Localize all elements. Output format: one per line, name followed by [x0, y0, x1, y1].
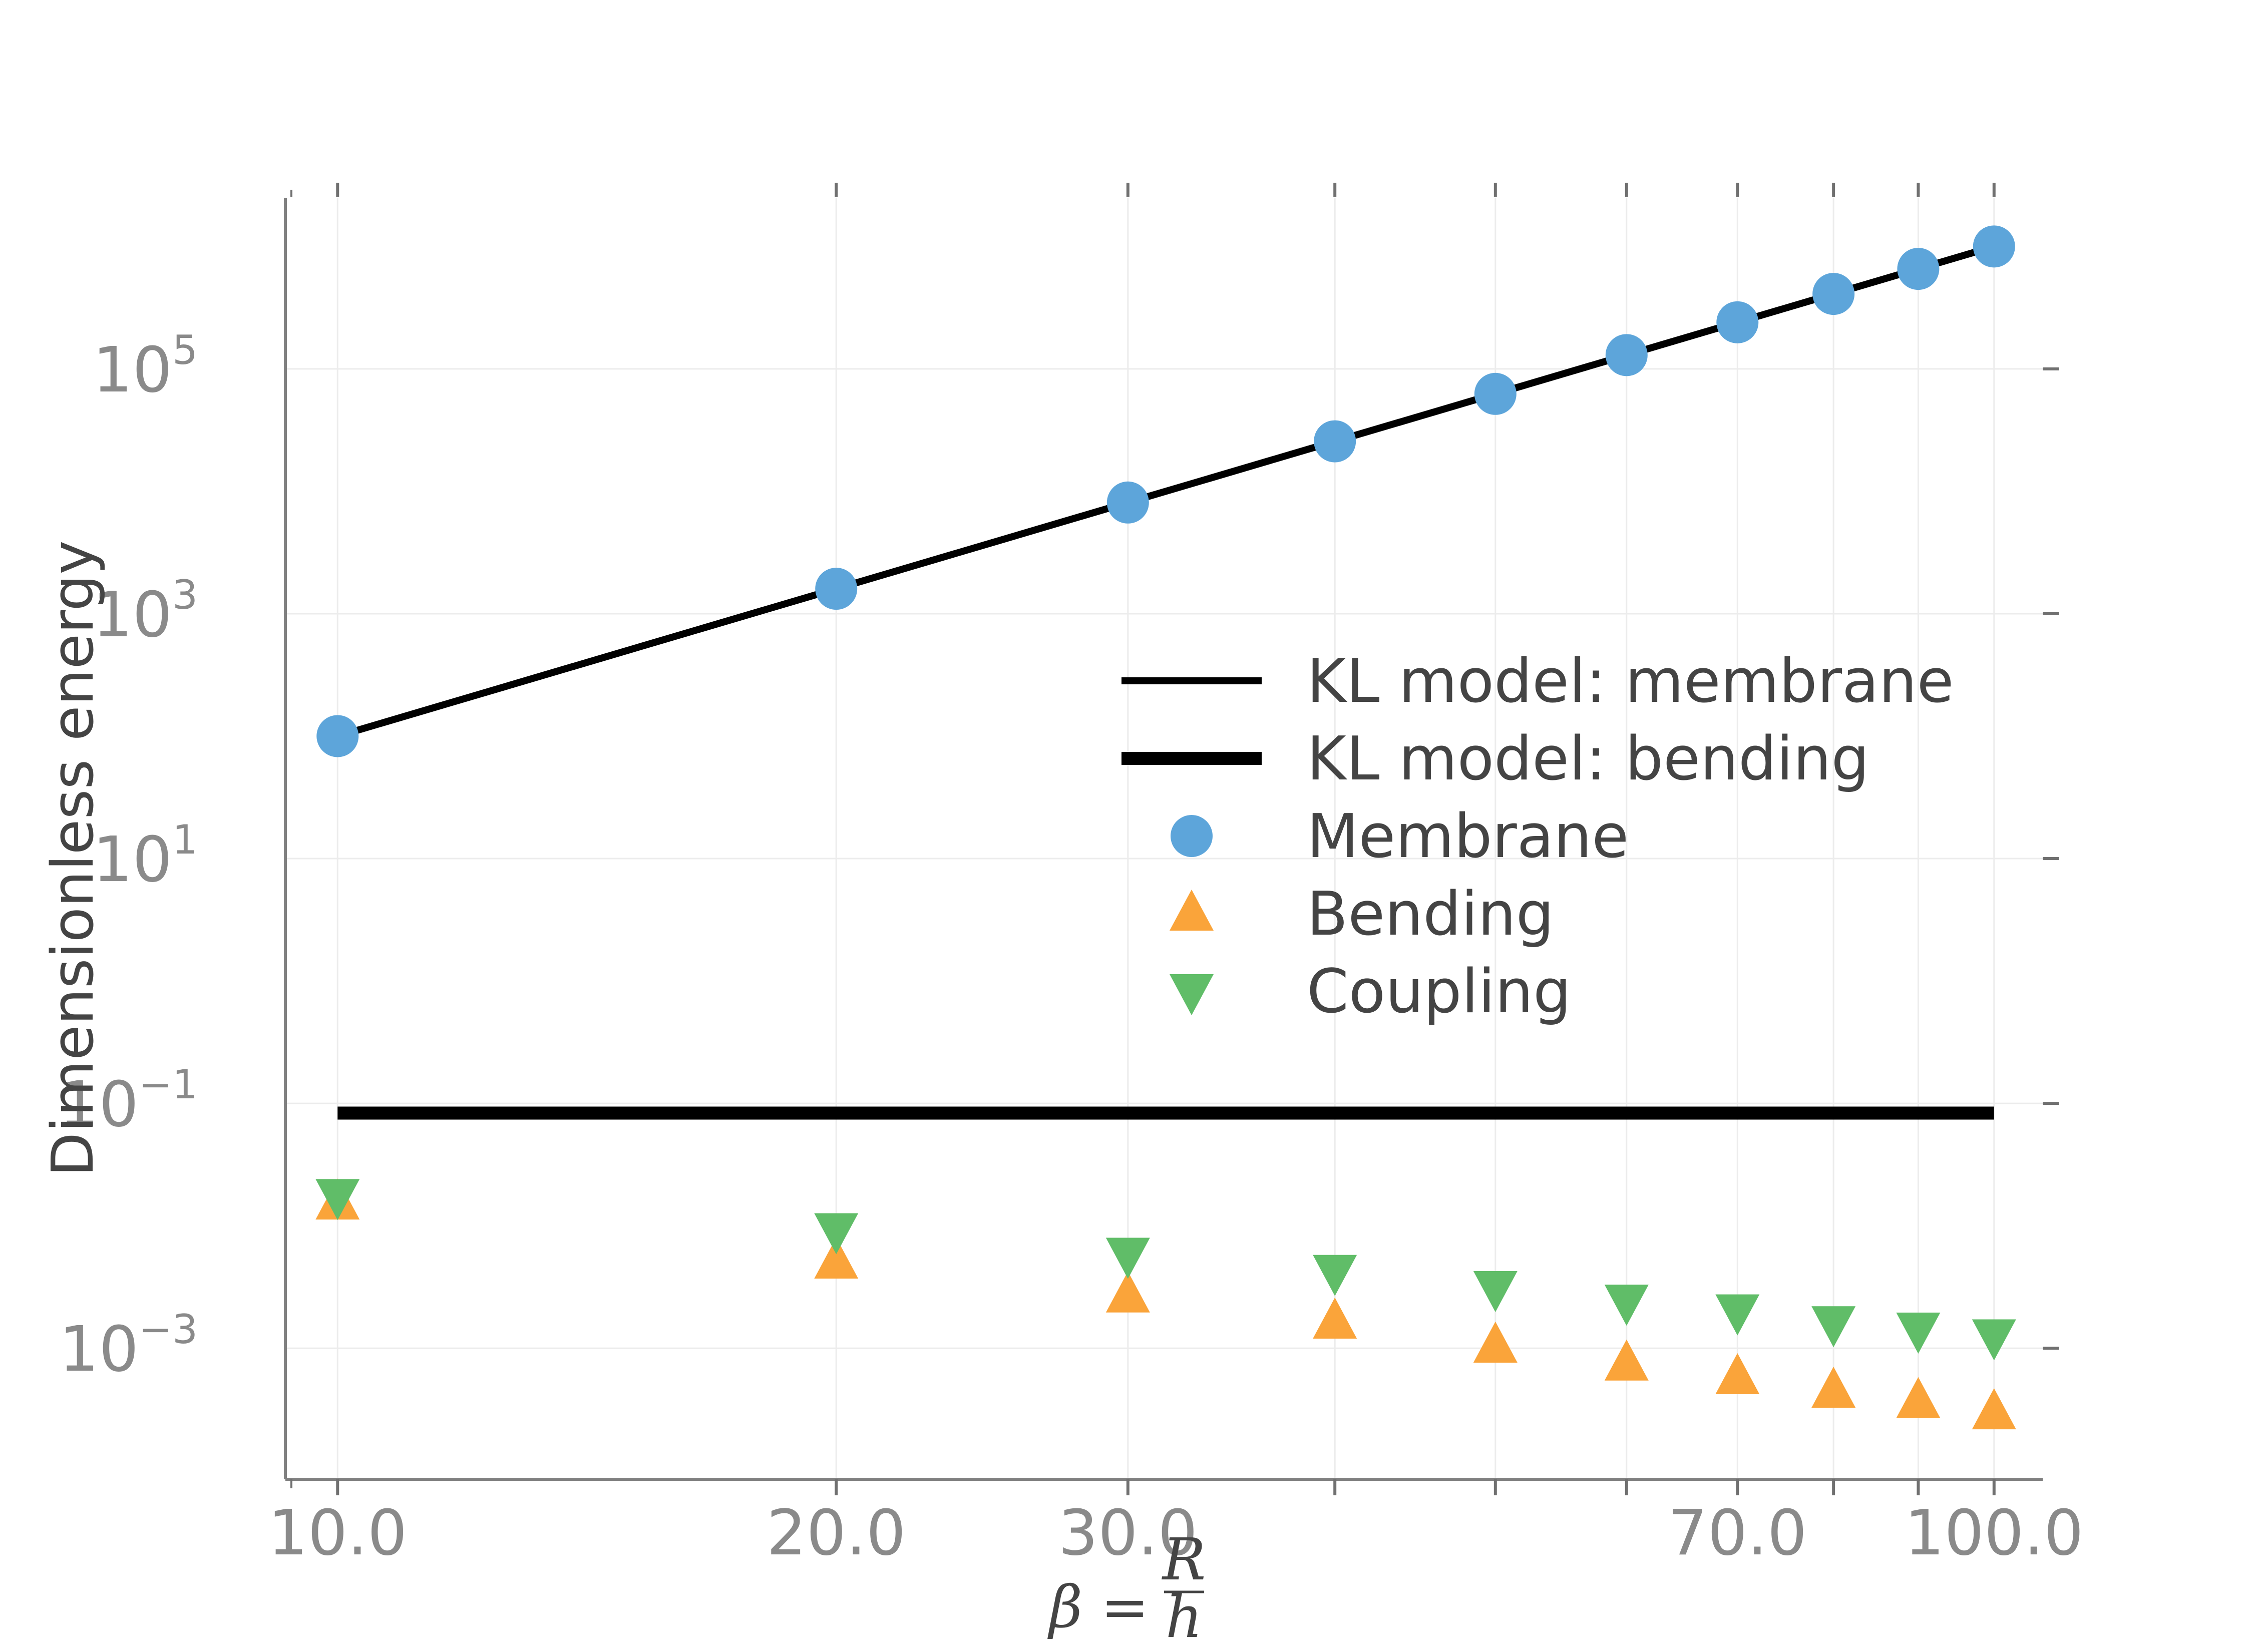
data-point [316, 715, 359, 757]
data-point [1972, 1319, 2016, 1361]
legend-marker [1170, 890, 1214, 931]
data-point [1811, 1306, 1856, 1348]
legend-label: KL model: bending [1307, 724, 1869, 794]
x-axis-label-prefix: β = [1047, 1574, 1149, 1641]
x-axis-label: β = Rh [1047, 1526, 1206, 1651]
data-point [1896, 1377, 1941, 1418]
data-point [1313, 1255, 1357, 1296]
data-point [1972, 1388, 2016, 1430]
data-point [1474, 372, 1517, 415]
data-point [1604, 1339, 1649, 1381]
y-tick-label: 101 [93, 816, 198, 896]
legend-label: Coupling [1307, 957, 1571, 1027]
data-point [814, 1237, 859, 1279]
x-axis-label-denominator: h [1166, 1584, 1203, 1651]
legend-entry: Coupling [1170, 957, 1571, 1027]
data-point [1896, 1312, 1941, 1354]
data-point [1811, 1367, 1856, 1408]
axes [284, 198, 2043, 1481]
series-line [336, 243, 1995, 740]
series-layer [315, 225, 2016, 1430]
data-point [1715, 1294, 1760, 1336]
data-point [315, 1179, 360, 1220]
data-point [1314, 420, 1356, 463]
data-point [1812, 273, 1855, 315]
series-kl-model-membrane [336, 243, 1995, 740]
legend-label: Bending [1307, 880, 1554, 949]
axis-labels: Dimensionless energy β = Rh [40, 540, 1206, 1651]
data-point [1604, 1285, 1649, 1326]
y-ticks: 105 103 101 10−1 10−3 [59, 327, 2059, 1386]
data-point [1106, 481, 1149, 524]
y-tick-label: 103 [93, 572, 198, 651]
data-point [814, 1213, 859, 1255]
data-point [815, 568, 858, 610]
legend-entry: KL model: membrane [1121, 647, 1954, 716]
legend-marker [1170, 974, 1214, 1015]
x-tick-label: 70.0 [1668, 1497, 1807, 1569]
x-tick-label: 100.0 [1905, 1497, 2084, 1569]
data-point [1716, 301, 1759, 343]
y-tick-label: 10−3 [59, 1306, 198, 1386]
data-point [1605, 334, 1648, 376]
legend-label: Membrane [1307, 802, 1629, 872]
legend: KL model: membrane KL model: bending Membr… [1121, 647, 1954, 1027]
y-tick-label: 10−1 [59, 1061, 198, 1141]
legend-entry: Membrane [1171, 802, 1629, 872]
data-point [1105, 1237, 1150, 1279]
legend-label: KL model: membrane [1307, 647, 1954, 716]
x-tick-label: 10.0 [268, 1497, 407, 1569]
y-axis-label: Dimensionless energy [40, 540, 107, 1176]
x-axis-label-numerator: R [1162, 1526, 1206, 1593]
data-point [1473, 1271, 1518, 1313]
series-membrane [316, 225, 2015, 757]
data-point [1715, 1353, 1760, 1395]
legend-entry: KL model: bending [1121, 724, 1869, 794]
legend-entry: Bending [1170, 880, 1554, 949]
data-point [1897, 248, 1940, 290]
series-coupling [315, 1179, 2016, 1361]
legend-marker [1171, 815, 1213, 857]
x-tick-label: 30.0 [1058, 1497, 1198, 1569]
grid [285, 198, 2043, 1479]
y-tick-label: 105 [93, 327, 198, 406]
data-point [1105, 1271, 1150, 1313]
data-point [1473, 1322, 1518, 1363]
series-bending [315, 1178, 2016, 1430]
x-ticks: 10.0 20.0 30.0 70.0 100.0 [268, 183, 2084, 1569]
data-point [1313, 1298, 1357, 1339]
data-point [1973, 225, 2015, 268]
x-tick-label: 20.0 [767, 1497, 906, 1569]
